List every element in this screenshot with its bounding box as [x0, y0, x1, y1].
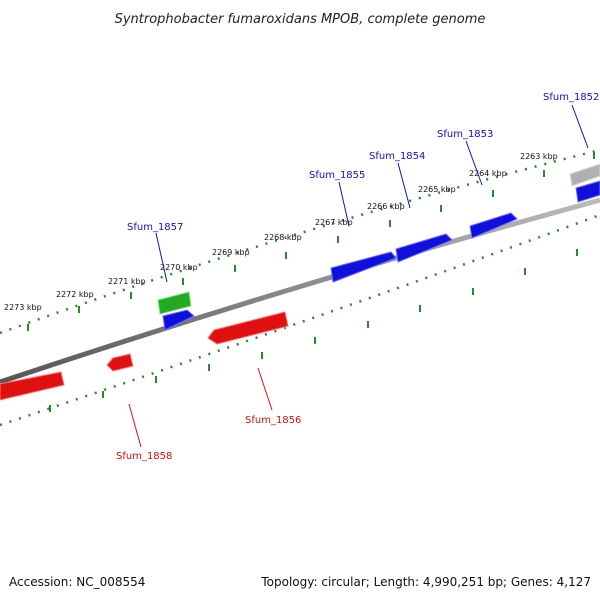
outer-major-ticks: [27, 152, 595, 331]
gene-other[interactable]: [569, 163, 600, 187]
inner-tick-ring: [0, 213, 600, 427]
tick-label: 2268 kbp: [264, 233, 302, 242]
sfum-1858-connector: [128, 403, 142, 448]
gene-partial-left[interactable]: [0, 371, 65, 401]
inner-major-ticks: [49, 249, 578, 412]
gene-sfum-1854[interactable]: [395, 233, 453, 263]
accession-text: Accession: NC_008554: [9, 575, 145, 589]
sfum-1857-connector: [155, 232, 168, 283]
map-title: Syntrophobacter fumaroxidans MPOB, compl…: [115, 12, 486, 27]
gene-label-sfum-1855[interactable]: Sfum_1855: [309, 170, 365, 181]
gene-label-sfum-1858[interactable]: Sfum_1858: [116, 451, 172, 462]
gene-sfum-1858[interactable]: [106, 353, 134, 372]
tick-label: 2271 kbp: [108, 277, 146, 286]
tick-label: 2267 kbp: [315, 218, 353, 227]
sfum-1852-connector: [571, 104, 589, 149]
genome-backbone: [0, 197, 600, 385]
sfum-1854-connector: [397, 162, 411, 209]
gene-label-sfum-1853[interactable]: Sfum_1853: [437, 129, 493, 140]
tick-label: 2269 kbp: [212, 248, 250, 257]
outer-tick-ring: [0, 148, 600, 335]
tick-label: 2273 kbp: [4, 303, 42, 312]
sfum-1856-connector: [257, 367, 273, 411]
sfum-1853-connector: [465, 140, 483, 186]
tick-label: 2263 kbp: [520, 152, 558, 161]
reverse-genes: [0, 311, 289, 401]
gene-label-sfum-1852[interactable]: Sfum_1852: [543, 92, 599, 103]
gene-sfum-1857[interactable]: [157, 291, 192, 315]
gene-sfum-1855[interactable]: [330, 251, 397, 283]
gene-label-sfum-1854[interactable]: Sfum_1854: [369, 151, 425, 162]
gene-sfum-1856[interactable]: [207, 311, 289, 345]
tick-label: 2264 kbp: [469, 169, 507, 178]
genome-summary-text: Topology: circular; Length: 4,990,251 bp…: [260, 575, 591, 589]
gene-label-sfum-1856[interactable]: Sfum_1856: [245, 415, 301, 426]
tick-label: 2265 kbp: [418, 185, 456, 194]
sfum-1855-connector: [338, 181, 350, 227]
gene-label-sfum-1857[interactable]: Sfum_1857: [127, 222, 183, 233]
forward-genes: [162, 180, 600, 331]
tick-label: 2266 kbp: [367, 202, 405, 211]
gene-sfum-1853[interactable]: [469, 212, 518, 239]
gene-sfum-1857-fwd[interactable]: [162, 309, 195, 331]
gene-sfum-1852[interactable]: [575, 180, 600, 203]
tick-label: 2270 kbp: [160, 263, 198, 272]
tick-label: 2272 kbp: [56, 290, 94, 299]
